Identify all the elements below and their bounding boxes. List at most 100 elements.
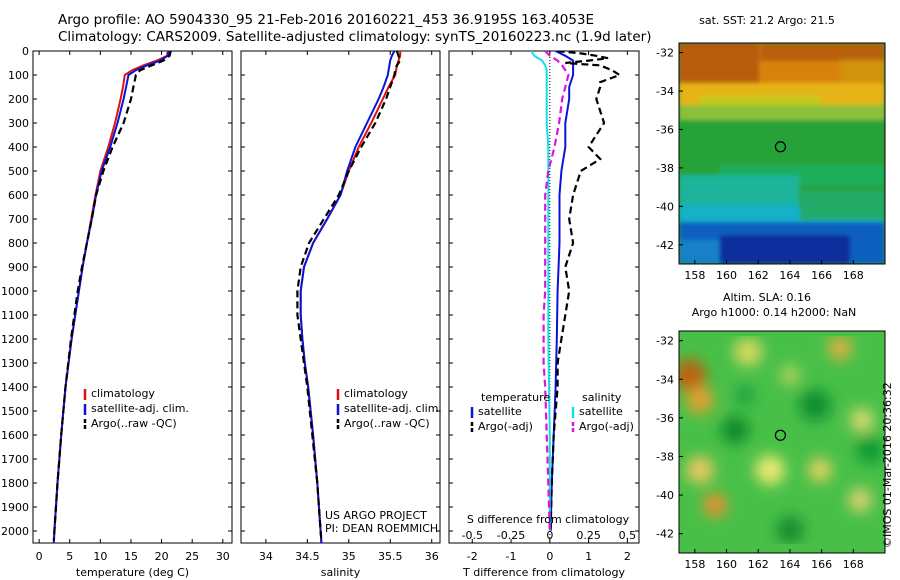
map-y-tick-label: -32 — [656, 47, 674, 60]
x-tick-label-s: -0.25 — [497, 529, 525, 542]
y-tick-label: 600 — [8, 189, 29, 202]
map-x-tick-label: 162 — [748, 558, 769, 571]
sst-map-title: sat. SST: 21.2 Argo: 21.5 — [699, 14, 835, 27]
difference-lines — [530, 51, 623, 543]
map-x-tick-label: 158 — [684, 269, 705, 282]
map-y-tick-label: -38 — [656, 162, 674, 175]
x-tick-label: -2 — [467, 550, 478, 563]
map-x-tick-label: 158 — [684, 558, 705, 571]
x-tick-label: 35.5 — [378, 550, 403, 563]
profile-panel-1: 0100200300400500600700800900100011001200… — [1, 45, 233, 579]
map-x-tick-label: 166 — [811, 558, 832, 571]
project-line1: US ARGO PROJECT — [325, 509, 427, 522]
imos-credit: ©IMOS 01-Mar-2016 20:36:32 — [881, 382, 894, 548]
map-y-tick-label: -34 — [656, 85, 674, 98]
legend-label: Argo(..raw -QC) — [344, 417, 430, 430]
sla-map-title-2: Argo h1000: 0.14 h2000: NaN — [692, 306, 857, 319]
map-y-tick-label: -42 — [656, 528, 674, 541]
x-tick-label: 15 — [124, 550, 138, 563]
map-axes-3: 158 160 162 164 166 168 -32 -34 -36 -38 -40 -42 — [656, 47, 864, 282]
panel-frame — [448, 50, 640, 544]
argo-float-marker — [774, 429, 787, 441]
legend-label: satellite — [579, 405, 623, 418]
x-tick-label: 0 — [546, 550, 553, 563]
map-y-tick-label: -36 — [656, 412, 674, 425]
y-tick-label: 1700 — [1, 453, 29, 466]
x-tick-label: 10 — [93, 550, 107, 563]
y-tick-label: 1300 — [1, 357, 29, 370]
y-tick-label: 800 — [8, 237, 29, 250]
y-tick-label: 1500 — [1, 405, 29, 418]
map-y-tick-label: -42 — [656, 239, 674, 252]
figure-title-line1: Argo profile: AO 5904330_95 21-Feb-2016 … — [58, 12, 595, 28]
y-tick-label: 300 — [8, 117, 29, 130]
argo-float-marker — [774, 141, 787, 153]
series-line-satellite-adj--clim- — [299, 51, 396, 543]
x-tick-label: 1 — [585, 550, 592, 563]
legend-label: Argo(-adj) — [478, 420, 533, 433]
legend-label: satellite — [478, 405, 522, 418]
y-tick-label: 1100 — [1, 309, 29, 322]
map-y-tick-label: -34 — [656, 373, 674, 386]
x-tick-label: 20 — [155, 550, 169, 563]
x-tick-label: 35 — [342, 550, 356, 563]
x-tick-label: 5 — [66, 550, 73, 563]
x-tick-label: 34 — [259, 550, 273, 563]
x-tick-label-s: 0.5 — [619, 529, 637, 542]
map-y-tick-label: -38 — [656, 450, 674, 463]
map-x-tick-label: 166 — [811, 269, 832, 282]
panel-frame — [32, 50, 233, 544]
map-x-tick-label: 162 — [748, 269, 769, 282]
y-tick-label: 500 — [8, 165, 29, 178]
profile-panels: 0100200300400500600700800900100011001200… — [1, 45, 640, 579]
y-tick-label: 100 — [8, 69, 29, 82]
panel-frame — [240, 50, 441, 544]
difference-line-2 — [530, 51, 551, 531]
x-tick-label: -1 — [506, 550, 517, 563]
x-tick-label-s: 0.25 — [576, 529, 601, 542]
legend-label: climatology — [344, 387, 408, 400]
legend-label: climatology — [91, 387, 155, 400]
series-line-argo---raw--qc- — [52, 51, 172, 541]
map-x-tick-label: 168 — [843, 558, 864, 571]
map-y-tick-label: -36 — [656, 123, 674, 136]
map-y-tick-label: -40 — [656, 489, 674, 502]
y-tick-label: 1600 — [1, 429, 29, 442]
difference-line-1 — [549, 51, 623, 532]
profile-panel-2: 34 34.5 35 35.5 36 salinity — [240, 50, 441, 579]
map-x-tick-label: 164 — [779, 269, 800, 282]
sla-map-field — [679, 331, 885, 553]
legend-label: Argo(-adj) — [579, 420, 634, 433]
legend-header-temperature: temperature — [481, 391, 550, 404]
difference-line-3 — [542, 51, 570, 532]
y-tick-label: 1900 — [1, 501, 29, 514]
sla-map-title-1: Altim. SLA: 0.16 — [723, 291, 811, 304]
x-tick-label: 25 — [185, 550, 199, 563]
x-axis-label: T difference from climatology — [462, 566, 625, 579]
x-axis-label: salinity — [321, 566, 361, 579]
profile-lines-2 — [296, 51, 402, 543]
x-tick-label: 34.5 — [295, 550, 320, 563]
profile-lines-1 — [52, 51, 172, 543]
map-y-tick-label: -32 — [656, 335, 674, 348]
y-tick-label: 700 — [8, 213, 29, 226]
y-tick-label: 1200 — [1, 333, 29, 346]
map-x-tick-label: 168 — [843, 269, 864, 282]
x-tick-label-s: 0 — [546, 529, 553, 542]
series-line-climatology — [52, 51, 169, 543]
map-x-tick-label: 160 — [716, 558, 737, 571]
y-tick-label: 2000 — [1, 525, 29, 538]
project-line2: PI: DEAN ROEMMICH — [325, 522, 438, 535]
map-x-tick-label: 164 — [779, 558, 800, 571]
legend-label: satellite-adj. clim. — [344, 402, 442, 415]
y-tick-label: 900 — [8, 261, 29, 274]
x-tick-label-s: -0.5 — [462, 529, 483, 542]
series-line-argo---raw--qc- — [296, 51, 402, 541]
y-tick-label: 200 — [8, 93, 29, 106]
profile-panel-3: -2 -1 0 1 2 T difference from climatology — [448, 50, 640, 579]
map-axes-4: 158 160 162 164 166 168 -32 -34 -36 -38 -40 -42 — [656, 335, 864, 571]
x-axis-label: temperature (deg C) — [76, 566, 189, 579]
legend-label: Argo(..raw -QC) — [91, 417, 177, 430]
y-tick-label: 1000 — [1, 285, 29, 298]
